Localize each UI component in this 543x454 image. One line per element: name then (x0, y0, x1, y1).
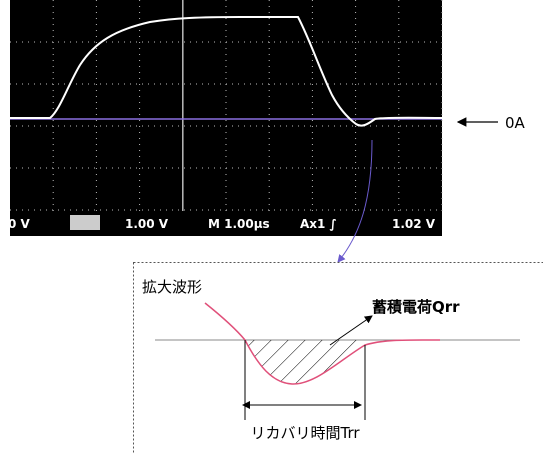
zoom-panel: 拡大波形 リカバリ時間Trr 蓄積電荷Qrr (134, 263, 543, 454)
charge-label: 蓄積電荷Qrr (372, 298, 460, 316)
status-text: 1.00 V (125, 217, 169, 231)
zoom-title: 拡大波形 (142, 278, 202, 296)
status-text: 0 V (8, 217, 31, 231)
status-text: Ax1 ∫ (300, 217, 337, 231)
channel-badge (70, 215, 100, 230)
time-label: リカバリ時間Trr (250, 424, 360, 442)
status-text: 1.02 V (392, 217, 436, 231)
zero-label: 0A (505, 114, 526, 132)
oscilloscope-screen: 0 V 1.00 V M 1.00μs Ax1 ∫ 1.02 V (8, 0, 442, 236)
charge-area (245, 340, 365, 384)
page: 0 V 1.00 V M 1.00μs Ax1 ∫ 1.02 V 0A 拡大波形… (0, 0, 543, 454)
status-text: M 1.00μs (208, 217, 270, 231)
